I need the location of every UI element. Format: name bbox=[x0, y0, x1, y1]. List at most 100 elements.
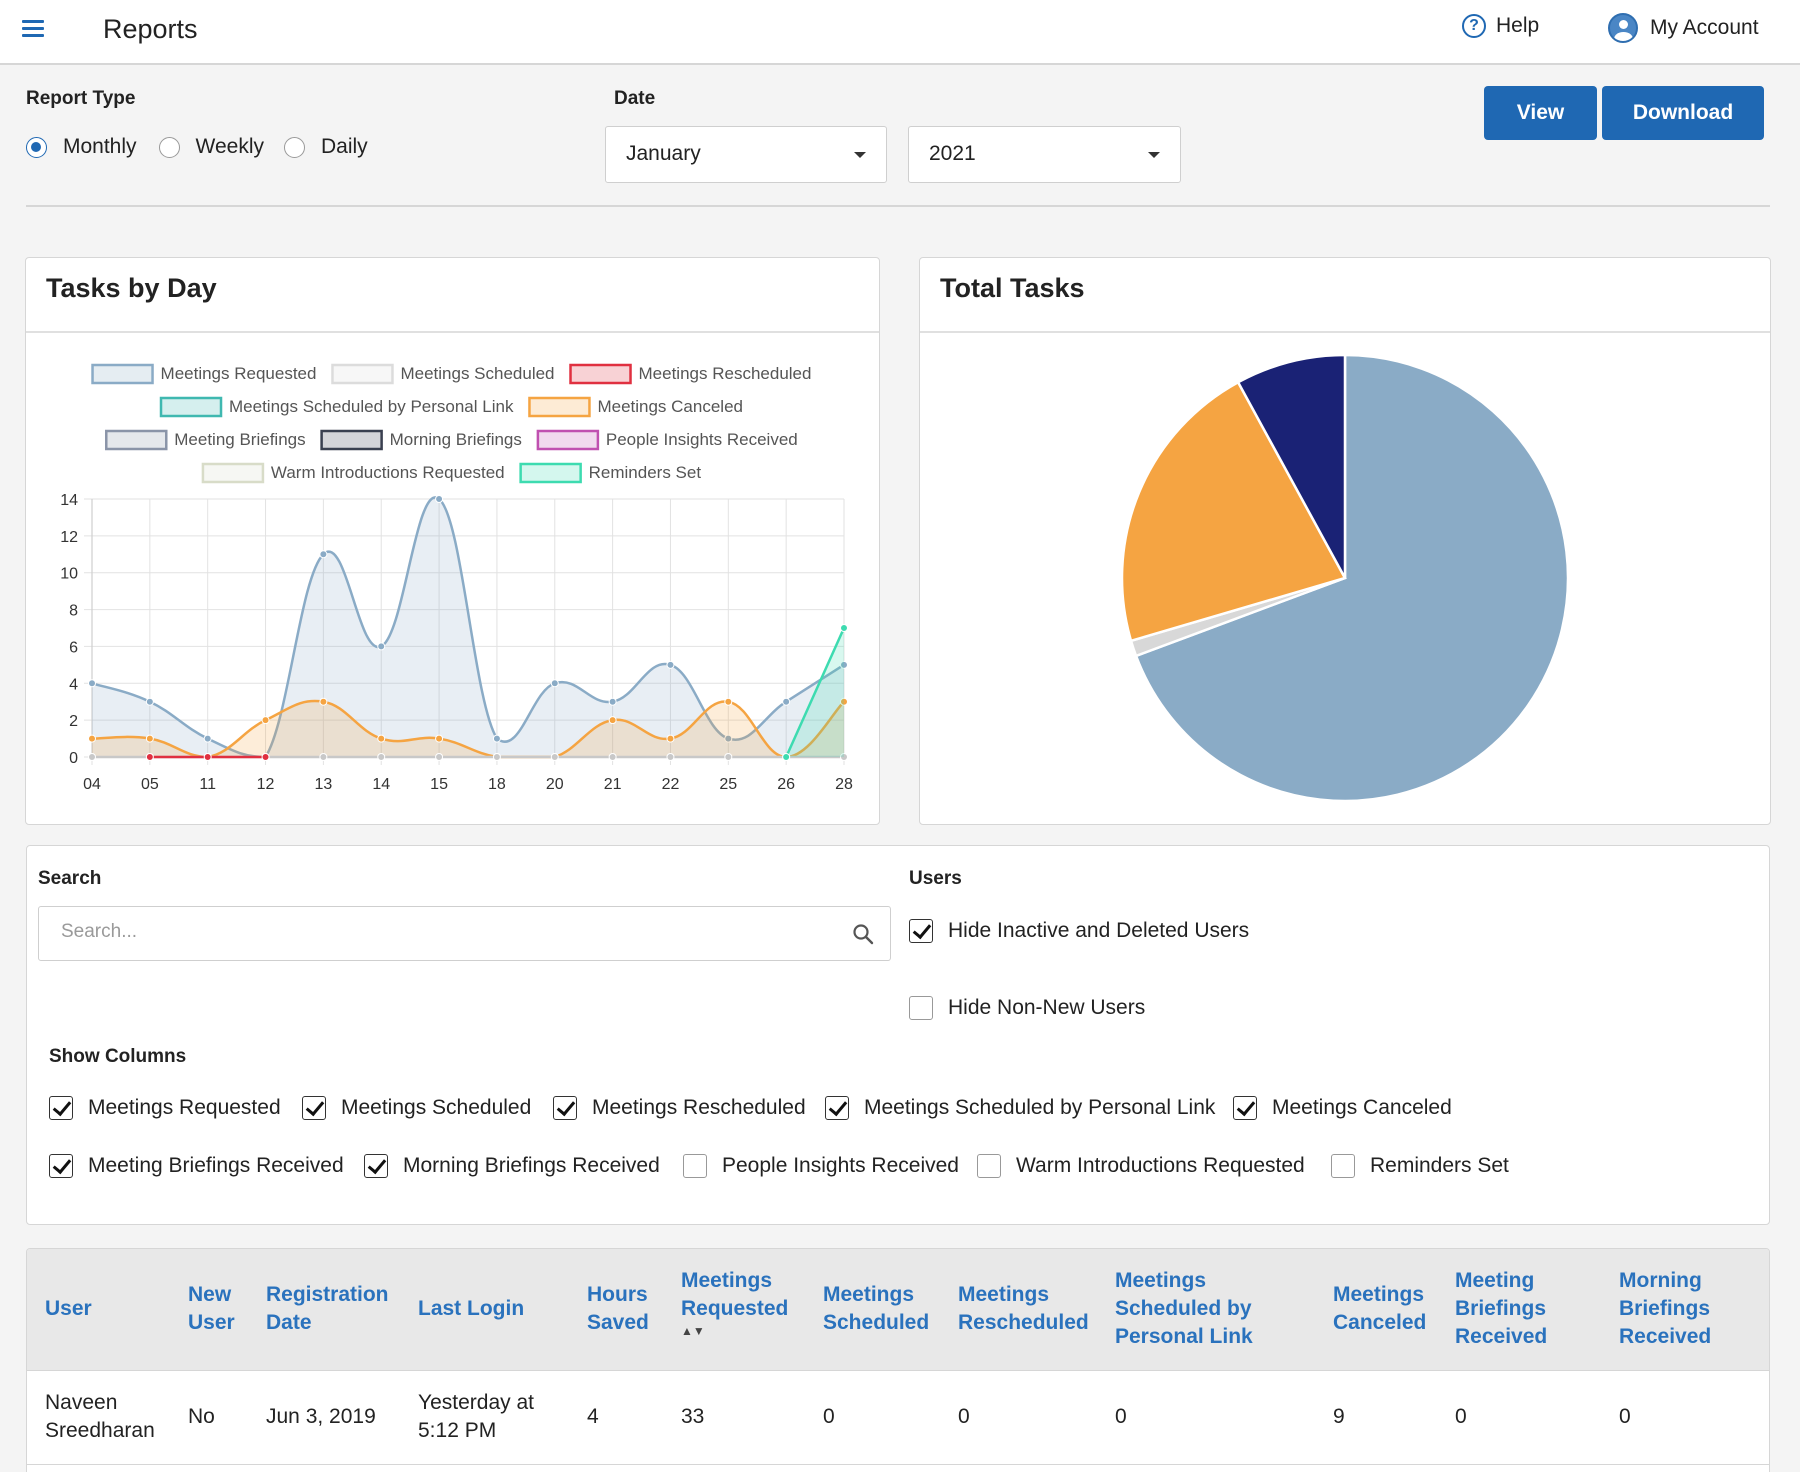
checkbox-checked[interactable] bbox=[553, 1096, 577, 1120]
my-account-link[interactable]: My Account bbox=[1608, 13, 1759, 43]
cell-meetings-rescheduled: 0 bbox=[958, 1405, 970, 1428]
hide-non-new-label: Hide Non-New Users bbox=[948, 996, 1146, 1019]
column-toggle-meetings-rescheduled[interactable]: Meetings Rescheduled bbox=[553, 1096, 806, 1120]
column-header-new-user[interactable]: New User bbox=[188, 1281, 235, 1337]
checkbox-checked[interactable] bbox=[1233, 1096, 1257, 1120]
data-point bbox=[724, 697, 733, 706]
hide-non-new-checkbox[interactable]: Hide Non-New Users bbox=[909, 996, 1145, 1020]
data-point bbox=[377, 642, 386, 651]
card-separator bbox=[26, 331, 879, 333]
column-header-meetings-rescheduled[interactable]: Meetings Rescheduled bbox=[958, 1281, 1089, 1337]
data-point bbox=[88, 753, 96, 761]
column-toggle-label: Meetings Requested bbox=[88, 1096, 281, 1119]
data-point bbox=[203, 734, 212, 743]
column-toggle-label: Meetings Canceled bbox=[1272, 1096, 1452, 1119]
data-point bbox=[724, 734, 733, 743]
table-row[interactable]: Naveen Sreedharan No Jun 3, 2019 Yesterda… bbox=[27, 1371, 1769, 1465]
legend-swatch bbox=[536, 429, 600, 451]
column-toggle-meetings-personal-link[interactable]: Meetings Scheduled by Personal Link bbox=[825, 1096, 1215, 1120]
column-header-last-login[interactable]: Last Login bbox=[418, 1295, 524, 1323]
column-toggle-meetings-canceled[interactable]: Meetings Canceled bbox=[1233, 1096, 1452, 1120]
column-header-meetings-requested[interactable]: Meetings Requested ▲▼ bbox=[681, 1267, 788, 1337]
radio-monthly-circle[interactable] bbox=[26, 136, 47, 158]
month-select[interactable]: January bbox=[605, 126, 887, 183]
header-text: Morning bbox=[1619, 1269, 1702, 1292]
data-point bbox=[550, 753, 559, 761]
checkbox-checked[interactable] bbox=[909, 919, 933, 943]
hide-inactive-label: Hide Inactive and Deleted Users bbox=[948, 919, 1250, 942]
column-toggle-morning-briefings[interactable]: Morning Briefings Received bbox=[364, 1154, 660, 1178]
column-header-meeting-briefings[interactable]: Meeting Briefings Received bbox=[1455, 1267, 1547, 1351]
legend-swatch bbox=[519, 462, 582, 484]
view-button[interactable]: View bbox=[1484, 86, 1597, 140]
help-icon: ? bbox=[1462, 14, 1486, 38]
column-header-user[interactable]: User bbox=[45, 1295, 92, 1323]
column-toggle-meetings-scheduled[interactable]: Meetings Scheduled bbox=[302, 1096, 531, 1120]
legend-swatch bbox=[105, 429, 168, 451]
column-header-hours-saved[interactable]: Hours Saved bbox=[587, 1281, 649, 1337]
column-toggle-label: Meetings Scheduled bbox=[341, 1096, 532, 1119]
data-point bbox=[377, 734, 386, 743]
hide-inactive-checkbox[interactable]: Hide Inactive and Deleted Users bbox=[909, 919, 1249, 943]
data-point bbox=[608, 753, 617, 761]
radio-daily-circle[interactable] bbox=[284, 136, 305, 158]
total-tasks-card: Total Tasks bbox=[919, 257, 1771, 825]
cell-meetings-requested: 33 bbox=[681, 1405, 705, 1428]
column-header-morning-briefings[interactable]: Morning Briefings Received bbox=[1619, 1267, 1711, 1351]
legend-swatch bbox=[569, 363, 632, 385]
menu-icon[interactable] bbox=[22, 20, 44, 38]
checkbox-unchecked[interactable] bbox=[909, 996, 933, 1020]
search-panel: Search Users Hide Inactive and Deleted U… bbox=[26, 845, 1770, 1225]
card-title: Tasks by Day bbox=[46, 273, 217, 303]
radio-weekly-circle[interactable] bbox=[158, 136, 180, 158]
checkbox-unchecked[interactable] bbox=[1331, 1154, 1355, 1178]
cell-text: Naveen bbox=[45, 1391, 118, 1414]
data-point bbox=[319, 753, 328, 761]
data-point bbox=[88, 734, 96, 743]
checkbox-checked[interactable] bbox=[364, 1154, 388, 1178]
column-toggle-warm-introductions[interactable]: Warm Introductions Requested bbox=[977, 1154, 1305, 1178]
radio-daily[interactable]: Daily bbox=[284, 135, 368, 159]
year-select[interactable]: 2021 bbox=[908, 126, 1181, 183]
checkbox-unchecked[interactable] bbox=[683, 1154, 707, 1178]
x-tick-label: 22 bbox=[662, 776, 680, 793]
cell-new-user: No bbox=[188, 1405, 215, 1428]
cell-registration-date: Jun 3, 2019 bbox=[266, 1405, 376, 1428]
checkbox-unchecked[interactable] bbox=[977, 1154, 1001, 1178]
sort-icon[interactable]: ▲▼ bbox=[681, 1324, 705, 1338]
header-text: Meetings bbox=[1333, 1283, 1425, 1306]
checkbox-checked[interactable] bbox=[49, 1154, 73, 1178]
checkbox-checked[interactable] bbox=[49, 1096, 73, 1120]
checkbox-checked[interactable] bbox=[302, 1096, 326, 1120]
column-header-meetings-scheduled[interactable]: Meetings Scheduled bbox=[823, 1281, 929, 1337]
help-link[interactable]: ? Help bbox=[1462, 14, 1539, 38]
search-icon[interactable] bbox=[852, 923, 874, 945]
legend-item: Reminders Set bbox=[519, 462, 701, 484]
header-text: Hours bbox=[587, 1283, 648, 1306]
year-value: 2021 bbox=[929, 142, 976, 165]
series-area bbox=[92, 700, 844, 757]
legend-label: Meetings Canceled bbox=[597, 397, 743, 416]
x-tick-label: 18 bbox=[488, 776, 506, 793]
x-tick-label: 21 bbox=[604, 776, 622, 793]
column-toggle-meetings-requested[interactable]: Meetings Requested bbox=[49, 1096, 281, 1120]
checkbox-checked[interactable] bbox=[825, 1096, 849, 1120]
radio-monthly[interactable]: Monthly bbox=[26, 135, 137, 159]
avatar-icon bbox=[1608, 13, 1638, 43]
x-tick-label: 04 bbox=[83, 776, 101, 793]
column-header-meetings-personal-link[interactable]: Meetings Scheduled by Personal Link bbox=[1115, 1267, 1253, 1351]
radio-weekly[interactable]: Weekly bbox=[158, 135, 264, 159]
column-header-meetings-canceled[interactable]: Meetings Canceled bbox=[1333, 1281, 1426, 1337]
column-toggle-reminders-set[interactable]: Reminders Set bbox=[1331, 1154, 1509, 1178]
y-tick-label: 12 bbox=[60, 529, 78, 546]
column-toggle-people-insights[interactable]: People Insights Received bbox=[683, 1154, 959, 1178]
chevron-down-icon bbox=[1148, 152, 1160, 158]
column-header-registration-date[interactable]: Registration Date bbox=[266, 1281, 389, 1337]
data-point bbox=[666, 753, 675, 761]
show-columns-label: Show Columns bbox=[49, 1046, 187, 1067]
search-input[interactable] bbox=[39, 907, 819, 957]
data-point bbox=[608, 716, 617, 725]
download-button[interactable]: Download bbox=[1602, 86, 1764, 140]
column-toggle-meeting-briefings[interactable]: Meeting Briefings Received bbox=[49, 1154, 344, 1178]
header-text: User bbox=[45, 1297, 92, 1320]
